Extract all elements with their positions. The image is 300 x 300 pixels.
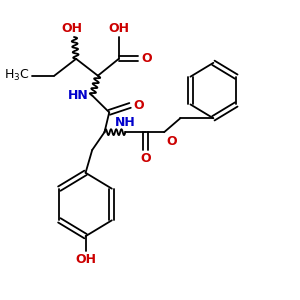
Text: HN: HN — [68, 89, 88, 102]
Text: OH: OH — [75, 253, 96, 266]
Text: NH: NH — [115, 116, 136, 129]
Text: O: O — [140, 152, 151, 165]
Text: OH: OH — [108, 22, 129, 35]
Text: O: O — [134, 99, 145, 112]
Text: OH: OH — [62, 22, 83, 35]
Text: O: O — [141, 52, 152, 65]
Text: H$_3$C: H$_3$C — [4, 68, 30, 83]
Text: O: O — [166, 135, 177, 148]
